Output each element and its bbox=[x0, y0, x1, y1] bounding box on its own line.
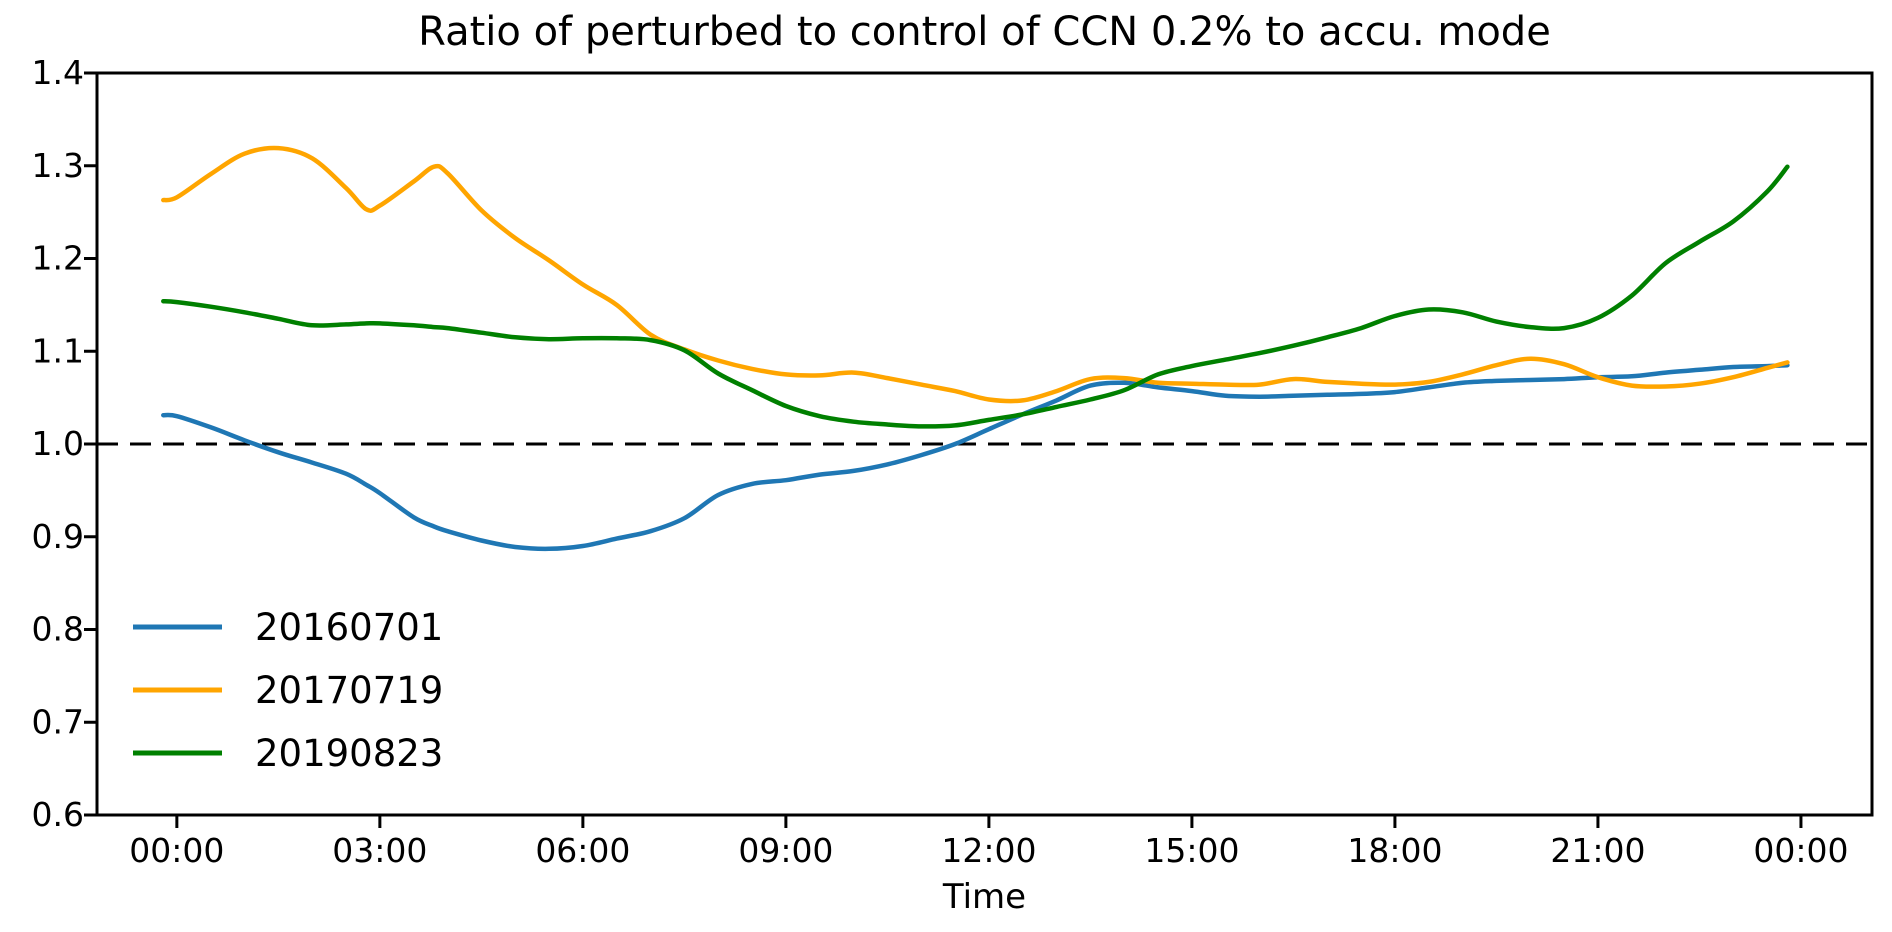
series-line-20160701 bbox=[161, 362, 1790, 552]
series-line-20190823 bbox=[161, 164, 1790, 429]
y-axis-ticks: 0.6 0.7 0.8 0.9 1.0 1.1 1.2 1.3 1.4 bbox=[32, 53, 97, 834]
y-tick-label: 1.1 bbox=[32, 331, 84, 370]
chart-title: Ratio of perturbed to control of CCN 0.2… bbox=[418, 9, 1551, 55]
legend-label: 20170719 bbox=[255, 669, 443, 712]
y-tick-label: 1.3 bbox=[32, 146, 84, 185]
y-tick-label: 1.2 bbox=[32, 239, 84, 278]
legend: 20160701 20170719 20190823 bbox=[133, 606, 443, 775]
x-axis-ticks: 00:00 03:00 06:00 09:00 12:00 15:00 18:00 21:00… bbox=[129, 815, 1849, 870]
x-tick-label: 00:00 bbox=[129, 831, 224, 870]
y-tick-label: 0.7 bbox=[32, 702, 84, 741]
y-tick-label: 0.9 bbox=[32, 517, 84, 556]
series-group bbox=[161, 145, 1790, 552]
x-tick-label: 00:00 bbox=[1753, 831, 1848, 870]
x-tick-label: 06:00 bbox=[535, 831, 630, 870]
x-tick-label: 09:00 bbox=[738, 831, 833, 870]
legend-label: 20160701 bbox=[255, 606, 443, 649]
x-tick-label: 21:00 bbox=[1550, 831, 1645, 870]
y-tick-label: 0.6 bbox=[32, 795, 84, 834]
series-line-20170719 bbox=[161, 145, 1790, 404]
x-tick-label: 12:00 bbox=[941, 831, 1036, 870]
legend-item: 20170719 bbox=[133, 669, 443, 712]
x-tick-label: 03:00 bbox=[332, 831, 427, 870]
legend-item: 20160701 bbox=[133, 606, 443, 649]
x-axis-label: Time bbox=[942, 877, 1026, 917]
y-tick-label: 1.4 bbox=[32, 53, 84, 92]
x-tick-label: 18:00 bbox=[1347, 831, 1442, 870]
y-tick-label: 1.0 bbox=[32, 424, 84, 463]
x-tick-label: 15:00 bbox=[1144, 831, 1239, 870]
legend-item: 20190823 bbox=[133, 732, 443, 775]
legend-label: 20190823 bbox=[255, 732, 443, 775]
y-tick-label: 0.8 bbox=[32, 610, 84, 649]
